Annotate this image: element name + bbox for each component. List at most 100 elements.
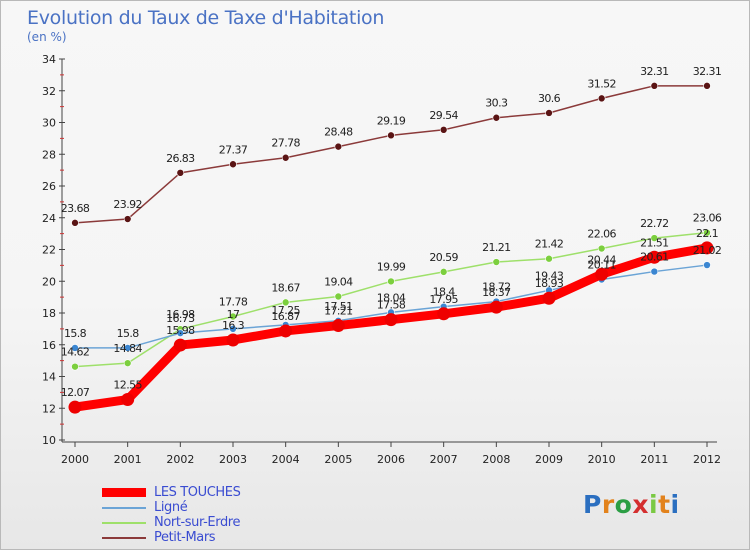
data-point-ligne — [123, 344, 132, 352]
data-point-petit-mars — [176, 169, 185, 177]
data-point-petit-mars — [703, 82, 711, 90]
legend: LES TOUCHES Ligné Nort-sur-Erdre Petit-M… — [102, 485, 241, 545]
data-label-petit-mars: 31.52 — [587, 77, 616, 90]
legend-item-petit-mars[interactable]: Petit-Mars — [102, 530, 240, 545]
legend-item-les-touches[interactable]: LES TOUCHES — [102, 485, 241, 500]
legend-item-nort-sur-erdre[interactable]: Nort-sur-Erdre — [102, 515, 240, 530]
data-label-nort-sur-erdre: 21.21 — [482, 241, 511, 254]
y-tick-label: 18 — [42, 307, 56, 320]
legend-item-ligne[interactable]: Ligné — [102, 500, 240, 515]
data-label-nort-sur-erdre: 20.59 — [429, 251, 458, 264]
data-point-petit-mars — [334, 142, 343, 151]
y-tick-label: 30 — [42, 117, 56, 130]
y-tick-label: 22 — [42, 244, 56, 257]
data-point-nort-sur-erdre — [545, 254, 553, 263]
data-point-les-touches — [173, 338, 187, 352]
data-label-les-touches: 20.44 — [587, 253, 616, 266]
data-label-nort-sur-erdre: 17.78 — [219, 295, 248, 308]
data-label-les-touches: 22.1 — [696, 227, 718, 240]
data-point-ligne — [176, 329, 185, 337]
data-label-petit-mars: 27.37 — [219, 143, 248, 156]
data-label-ligne: 20.61 — [640, 251, 669, 264]
legend-swatch-ligne — [102, 506, 146, 509]
data-point-les-touches — [121, 393, 135, 407]
data-point-petit-mars — [229, 160, 237, 169]
data-label-petit-mars: 32.31 — [693, 65, 722, 78]
y-tick-label: 34 — [42, 53, 56, 66]
data-point-petit-mars — [387, 131, 395, 140]
data-point-les-touches — [700, 241, 714, 255]
data-label-ligne: 17.51 — [324, 300, 353, 313]
data-point-petit-mars — [71, 219, 79, 227]
data-label-les-touches: 18.37 — [482, 286, 511, 299]
data-label-les-touches: 16.3 — [222, 319, 245, 332]
legend-swatch-petit-mars — [102, 536, 146, 539]
x-tick-label: 2010 — [588, 453, 616, 466]
data-label-petit-mars: 30.3 — [485, 97, 508, 110]
x-tick-label: 2008 — [482, 453, 510, 466]
data-point-les-touches — [542, 291, 556, 305]
data-label-nort-sur-erdre: 19.99 — [377, 260, 406, 273]
y-tick-label: 32 — [42, 85, 56, 98]
data-label-ligne: 18.04 — [377, 291, 406, 304]
data-label-petit-mars: 23.92 — [113, 198, 142, 211]
data-label-les-touches: 17.21 — [324, 305, 353, 318]
x-tick-label: 2003 — [219, 453, 247, 466]
data-label-les-touches: 12.55 — [113, 379, 142, 392]
data-point-ligne — [71, 344, 79, 352]
data-point-les-touches — [331, 319, 345, 333]
data-label-ligne: 20.11 — [587, 259, 616, 272]
data-point-nort-sur-erdre — [281, 298, 290, 307]
data-point-nort-sur-erdre — [492, 258, 501, 266]
data-point-nort-sur-erdre — [387, 277, 395, 286]
data-point-nort-sur-erdre — [123, 359, 132, 367]
y-tick-label: 26 — [42, 180, 56, 193]
data-point-ligne — [703, 261, 711, 269]
x-tick-label: 2002 — [166, 453, 194, 466]
data-label-ligne: 17.25 — [271, 304, 300, 317]
x-tick-label: 2006 — [377, 453, 405, 466]
x-tick-label: 2001 — [114, 453, 142, 466]
y-tick-label: 28 — [42, 148, 56, 161]
x-tick-label: 2012 — [693, 453, 721, 466]
legend-label-petit-mars: Petit-Mars — [154, 530, 216, 545]
data-label-petit-mars: 27.78 — [271, 137, 300, 150]
x-tick-label: 2011 — [640, 453, 668, 466]
proxiti-logo: Proxiti — [583, 490, 680, 519]
data-label-ligne: 18.4 — [433, 286, 456, 299]
data-label-petit-mars: 30.6 — [538, 92, 561, 105]
x-tick-label: 2009 — [535, 453, 563, 466]
x-tick-label: 2005 — [324, 453, 352, 466]
data-label-petit-mars: 28.48 — [324, 126, 353, 139]
data-label-ligne: 16.73 — [166, 312, 195, 325]
data-point-petit-mars — [439, 126, 448, 134]
data-label-nort-sur-erdre: 22.72 — [640, 217, 669, 230]
chart-subtitle: (en %) — [27, 30, 67, 44]
data-label-nort-sur-erdre: 18.67 — [271, 281, 300, 294]
data-point-petit-mars — [123, 215, 132, 223]
data-point-les-touches — [279, 324, 293, 338]
legend-swatch-nort-sur-erdre — [102, 521, 146, 524]
y-tick-label: 20 — [42, 275, 56, 288]
data-label-ligne: 15.8 — [64, 327, 87, 340]
y-tick-label: 10 — [42, 434, 56, 447]
x-tick-label: 2004 — [272, 453, 300, 466]
data-point-petit-mars — [545, 109, 553, 117]
chart-title: Evolution du Taux de Taxe d'Habitation — [27, 7, 385, 29]
legend-label-nort-sur-erdre: Nort-sur-Erdre — [154, 515, 241, 530]
data-label-petit-mars: 32.31 — [640, 65, 669, 78]
data-point-nort-sur-erdre — [334, 292, 343, 301]
data-label-ligne: 18.72 — [482, 281, 511, 294]
data-label-ligne: 17 — [227, 308, 240, 321]
data-label-petit-mars: 26.83 — [166, 152, 195, 165]
y-tick-label: 16 — [42, 339, 56, 352]
y-tick-label: 14 — [42, 371, 56, 384]
legend-label-les-touches: LES TOUCHES — [154, 485, 241, 500]
data-point-les-touches — [68, 400, 82, 414]
data-label-petit-mars: 29.54 — [429, 109, 458, 122]
data-point-nort-sur-erdre — [703, 228, 711, 237]
data-point-les-touches — [489, 300, 503, 314]
data-point-ligne — [229, 325, 237, 333]
data-label-nort-sur-erdre: 23.06 — [693, 212, 722, 225]
